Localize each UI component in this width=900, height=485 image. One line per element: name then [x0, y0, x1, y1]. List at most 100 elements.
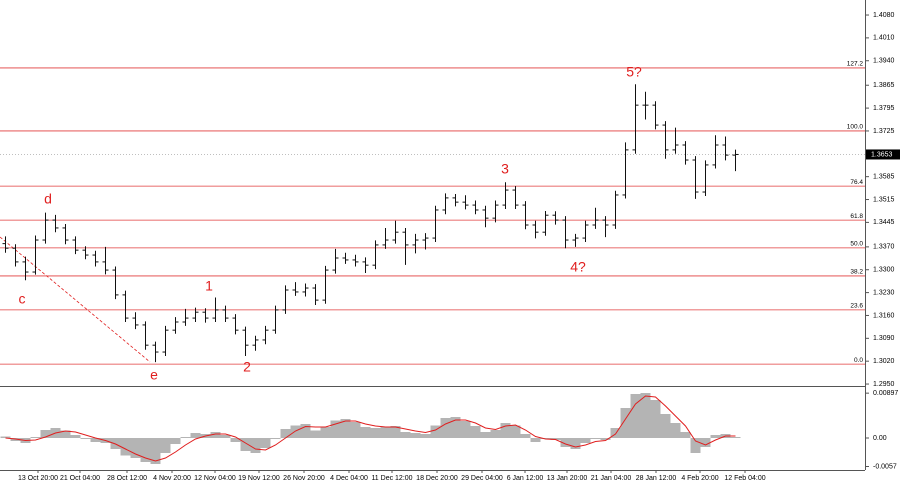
fib-label: 61.8 — [850, 213, 863, 220]
last-price-box — [866, 149, 900, 160]
x-tick-label: 29 Dec 04:00 — [461, 475, 503, 482]
histogram-bar — [660, 414, 671, 438]
histogram-bar — [190, 433, 201, 438]
histogram-bar — [440, 418, 451, 438]
histogram-bar — [710, 435, 721, 438]
histogram-bar — [330, 420, 341, 438]
y-tick-label: 1.3230 — [873, 289, 895, 296]
y-tick-label: 0.00 — [873, 435, 887, 442]
x-tick-label: 19 Nov 12:00 — [238, 475, 280, 482]
histogram-bar — [450, 417, 461, 438]
last-price-label: 1.3653 — [871, 151, 893, 158]
histogram-bar — [280, 429, 291, 438]
histogram-bar — [160, 438, 171, 453]
histogram-bar — [220, 435, 231, 438]
histogram-bar — [580, 438, 591, 443]
histogram-bar — [610, 428, 621, 438]
y-tick-label: -0.0057 — [873, 463, 897, 470]
histogram-bar — [370, 428, 381, 438]
x-tick-label: 4 Feb 20:00 — [681, 475, 718, 482]
histogram-bar — [260, 438, 271, 448]
histogram-bar — [490, 430, 501, 438]
histogram-bar — [40, 430, 51, 438]
histogram-bar — [350, 422, 361, 438]
histogram-bar — [300, 424, 311, 438]
histogram-bar — [390, 426, 401, 438]
histogram-bar — [170, 438, 181, 444]
x-tick-label: 21 Oct 04:00 — [60, 475, 100, 482]
wave-label: 3 — [501, 161, 509, 177]
histogram-bar — [360, 427, 371, 438]
histogram-bar — [210, 432, 221, 438]
histogram-bar — [530, 438, 541, 442]
x-tick-label: 21 Jan 04:00 — [591, 475, 632, 482]
histogram-bar — [470, 426, 481, 438]
histogram-bar — [340, 419, 351, 438]
histogram-bar — [250, 438, 261, 453]
x-tick-label: 4 Dec 04:00 — [330, 475, 368, 482]
fib-label: 100.0 — [847, 124, 864, 131]
fib-label: 127.2 — [847, 61, 864, 68]
fib-label: 38.2 — [850, 269, 863, 276]
wave-label: 5? — [626, 64, 642, 80]
histogram-bar — [560, 438, 571, 447]
histogram-bar — [70, 435, 81, 438]
y-tick-label: 1.3300 — [873, 267, 895, 274]
y-tick-label: 1.3160 — [873, 312, 895, 319]
histogram-bar — [680, 432, 691, 438]
histogram-bar — [510, 425, 521, 438]
y-tick-label: 0.00897 — [873, 390, 898, 397]
histogram-bar — [520, 434, 531, 438]
x-tick-label: 28 Jan 12:00 — [636, 475, 677, 482]
x-tick-label: 4 Nov 20:00 — [153, 475, 191, 482]
histogram-bar — [570, 438, 581, 449]
y-tick-label: 1.3090 — [873, 335, 895, 342]
histogram-bar — [430, 425, 441, 438]
y-tick-label: 1.3725 — [873, 128, 895, 135]
wave-label: 4? — [570, 259, 586, 275]
wave-label: c — [19, 291, 26, 307]
histogram-bar — [270, 438, 281, 439]
histogram-bar — [500, 423, 511, 438]
histogram-bar — [590, 438, 601, 439]
y-tick-label: 1.3445 — [873, 219, 895, 226]
histogram-bar — [320, 427, 331, 438]
y-tick-label: 1.3020 — [873, 358, 895, 365]
y-tick-label: 1.4010 — [873, 35, 895, 42]
histogram-bar — [290, 425, 301, 438]
histogram-bar — [0, 436, 11, 438]
histogram-bar — [420, 434, 431, 438]
histogram-bar — [650, 400, 661, 438]
x-tick-label: 11 Dec 12:00 — [371, 475, 412, 482]
wave-label: e — [150, 367, 158, 383]
histogram-bar — [90, 438, 101, 442]
wave-label: d — [44, 191, 52, 207]
histogram-bar — [690, 438, 701, 453]
x-tick-label: 12 Nov 04:00 — [194, 475, 236, 482]
wave-label: 2 — [243, 359, 251, 375]
y-tick-label: 1.3370 — [873, 244, 895, 251]
wave-label: 1 — [205, 278, 213, 294]
x-tick-label: 12 Feb 04:00 — [724, 475, 765, 482]
fib-label: 76.4 — [850, 179, 863, 186]
y-tick-label: 1.4080 — [873, 12, 895, 19]
histogram-bar — [600, 438, 611, 440]
x-tick-label: 26 Nov 20:00 — [283, 475, 325, 482]
histogram-bar — [380, 427, 391, 438]
histogram-bar — [180, 437, 191, 438]
histogram-bar — [310, 430, 321, 438]
histogram-bar — [240, 438, 251, 451]
histogram-bar — [640, 393, 651, 438]
histogram-bar — [480, 432, 491, 438]
histogram-bar — [410, 433, 421, 438]
fib-label: 50.0 — [850, 241, 863, 248]
histogram-bar — [630, 394, 641, 438]
histogram-bar — [80, 438, 91, 439]
fib-label: 0.0 — [854, 357, 863, 364]
x-tick-label: 6 Jan 12:00 — [507, 475, 544, 482]
x-tick-label: 28 Oct 12:00 — [107, 475, 147, 482]
histogram-bar — [30, 437, 41, 438]
histogram-bar — [140, 438, 151, 462]
histogram-bar — [230, 438, 241, 442]
